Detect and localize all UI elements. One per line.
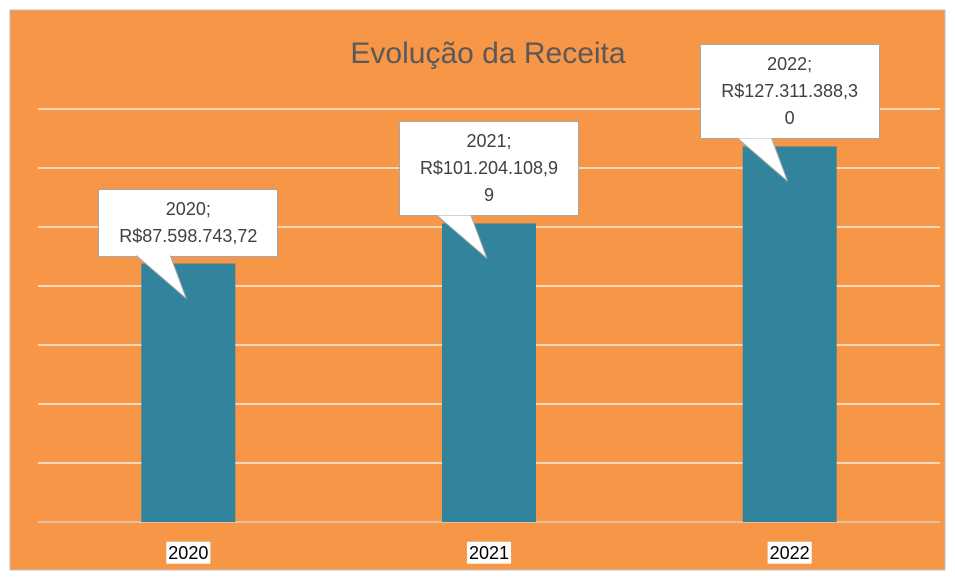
x-tick-label-bg	[466, 541, 512, 564]
data-label: 2021; R$101.204.108,99	[399, 121, 579, 217]
callout-tail-edge	[136, 255, 187, 299]
x-tick-label: 2020	[168, 543, 208, 563]
callout-tail-edge	[436, 215, 488, 259]
bar	[442, 223, 536, 522]
bar	[742, 146, 837, 523]
callout-tail-edge	[737, 138, 789, 182]
x-tick-label-bg	[767, 541, 812, 564]
x-tick-label: 2022	[770, 543, 810, 563]
x-tick-label: 2021	[469, 543, 509, 563]
chart-title: Evolução da Receita	[350, 37, 625, 70]
x-tick-label-bg	[166, 541, 211, 564]
bar	[141, 263, 236, 522]
data-label: 2022; R$127.311.388,30	[699, 44, 880, 140]
data-label: 2020; R$87.598.743,72	[98, 188, 279, 257]
